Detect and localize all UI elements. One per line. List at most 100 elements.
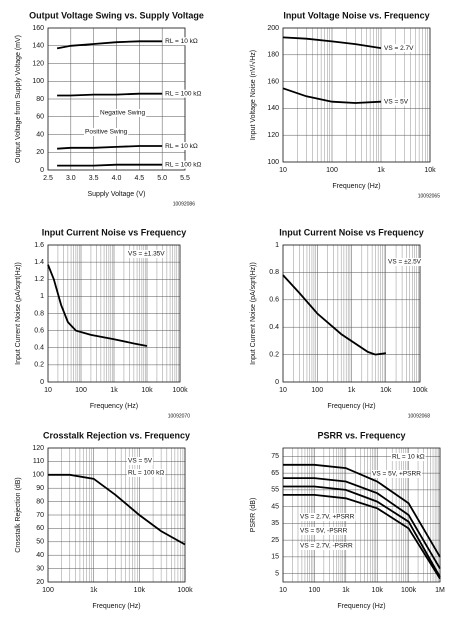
y-tick-label: 1.6 <box>34 242 44 249</box>
label-bg <box>164 142 199 151</box>
x-tick-label: 100 <box>42 587 54 594</box>
y-axis-label: PSRR (dB) <box>250 498 257 533</box>
series-label: VS = 2.7V, +PSRR <box>300 514 355 521</box>
x-tick-label: 100k <box>401 587 417 594</box>
y-tick-label: 0.6 <box>34 327 44 334</box>
y-tick-label: 0.2 <box>34 362 44 369</box>
curve <box>283 485 441 578</box>
figure-code: 10092070 <box>168 413 190 419</box>
annotation: VS = ±2.5V <box>388 259 422 266</box>
y-tick-label: 70 <box>36 512 44 519</box>
y-tick-label: 1 <box>40 293 44 300</box>
y-tick-label: 1 <box>275 242 279 249</box>
label-bg <box>127 457 154 465</box>
y-tick-label: 160 <box>267 78 279 85</box>
label-bg <box>99 109 147 117</box>
curve <box>282 36 382 49</box>
series-label: VS = 2.7V <box>384 45 414 52</box>
y-tick-label: 200 <box>267 25 279 32</box>
x-tick-label: 1k <box>342 587 350 594</box>
series-label: VS = 5V, +PSRR <box>372 471 421 478</box>
x-tick-label: 4.0 <box>112 175 122 182</box>
curve <box>57 92 163 97</box>
annotation: VS = ±1.35V <box>128 251 165 258</box>
x-tick-label: 100k <box>412 387 428 394</box>
label-bg <box>299 527 349 535</box>
annotation: Positive Swing <box>85 129 128 136</box>
y-axis-label: Input Voltage Noise (nV/√Hz) <box>249 50 257 140</box>
y-tick-label: 50 <box>36 539 44 546</box>
x-axis-label: Supply Voltage (V) <box>88 191 146 198</box>
figure-code: 10092086 <box>173 201 195 207</box>
y-tick-label: 20 <box>36 579 44 586</box>
y-tick-label: 0.8 <box>34 310 44 317</box>
x-tick-label: 5.0 <box>157 175 167 182</box>
label-bg <box>127 469 166 477</box>
y-tick-label: 80 <box>36 96 44 103</box>
y-axis-label: Output Voltage from Supply Voltage (mV) <box>15 35 22 163</box>
y-tick-label: 60 <box>36 114 44 121</box>
annotation: RL = 10 kΩ <box>392 454 425 461</box>
x-tick-label: 1M <box>435 587 445 594</box>
plot-frame <box>47 447 186 583</box>
y-tick-label: 40 <box>36 552 44 559</box>
y-tick-label: 160 <box>32 25 44 32</box>
x-tick-label: 10k <box>380 387 392 394</box>
label-bg <box>164 37 199 46</box>
y-tick-label: 1.2 <box>34 276 44 283</box>
label-bg <box>371 470 422 478</box>
x-axis-label: Frequency (Hz) <box>332 183 380 190</box>
x-tick-label: 100 <box>326 167 338 174</box>
y-tick-label: 100 <box>267 159 279 166</box>
chart-title: Input Voltage Noise vs. Frequency <box>283 10 429 20</box>
y-tick-label: 15 <box>271 554 279 561</box>
y-tick-label: 0.4 <box>34 345 44 352</box>
chart-title: Output Voltage Swing vs. Supply Voltage <box>29 10 204 20</box>
label-bg <box>383 97 410 106</box>
curve <box>57 145 163 150</box>
y-tick-label: 0 <box>275 379 279 386</box>
x-tick-label: 100 <box>311 387 323 394</box>
x-tick-label: 10k <box>372 587 384 594</box>
y-tick-label: 1.4 <box>34 259 44 266</box>
y-tick-label: 0 <box>40 167 44 174</box>
y-tick-label: 110 <box>33 458 44 465</box>
y-tick-label: 35 <box>271 520 279 527</box>
curve <box>283 463 441 558</box>
x-axis-label: Frequency (Hz) <box>90 403 138 410</box>
plot-frame <box>47 244 181 383</box>
series-label: VS = 5V, -PSRR <box>300 528 348 535</box>
curve <box>283 477 441 570</box>
curve <box>283 494 441 580</box>
y-tick-label: 140 <box>267 105 279 112</box>
x-axis-label: Frequency (Hz) <box>327 403 375 410</box>
x-tick-label: 3.0 <box>66 175 76 182</box>
label-bg <box>299 542 354 550</box>
curve <box>282 274 386 356</box>
x-axis-label: Frequency (Hz) <box>92 603 140 610</box>
plot-frame <box>282 244 421 383</box>
y-tick-label: 45 <box>271 503 279 510</box>
label-bg <box>84 128 129 136</box>
y-tick-label: 0.6 <box>269 297 279 304</box>
label-bg <box>387 258 423 266</box>
curve <box>282 87 382 104</box>
label-bg <box>383 44 415 53</box>
chart-title: Input Current Noise vs Frequency <box>42 227 187 237</box>
x-tick-label: 100 <box>309 587 321 594</box>
series-label: RL = 100 kΩ <box>165 90 201 97</box>
curve <box>57 163 163 167</box>
x-tick-label: 10k <box>424 167 436 174</box>
label-bg <box>299 513 356 521</box>
x-tick-label: 1k <box>377 167 385 174</box>
annotation: VS = 5V <box>128 458 153 465</box>
chart-title: Crosstalk Rejection vs. Frequency <box>43 430 190 440</box>
y-tick-label: 25 <box>271 537 279 544</box>
x-tick-label: 2.5 <box>43 175 53 182</box>
x-tick-label: 10k <box>134 587 146 594</box>
y-tick-label: 120 <box>267 132 279 139</box>
x-tick-label: 10 <box>279 387 287 394</box>
y-tick-label: 90 <box>36 485 44 492</box>
annotation: RL = 100 kΩ <box>128 470 164 477</box>
